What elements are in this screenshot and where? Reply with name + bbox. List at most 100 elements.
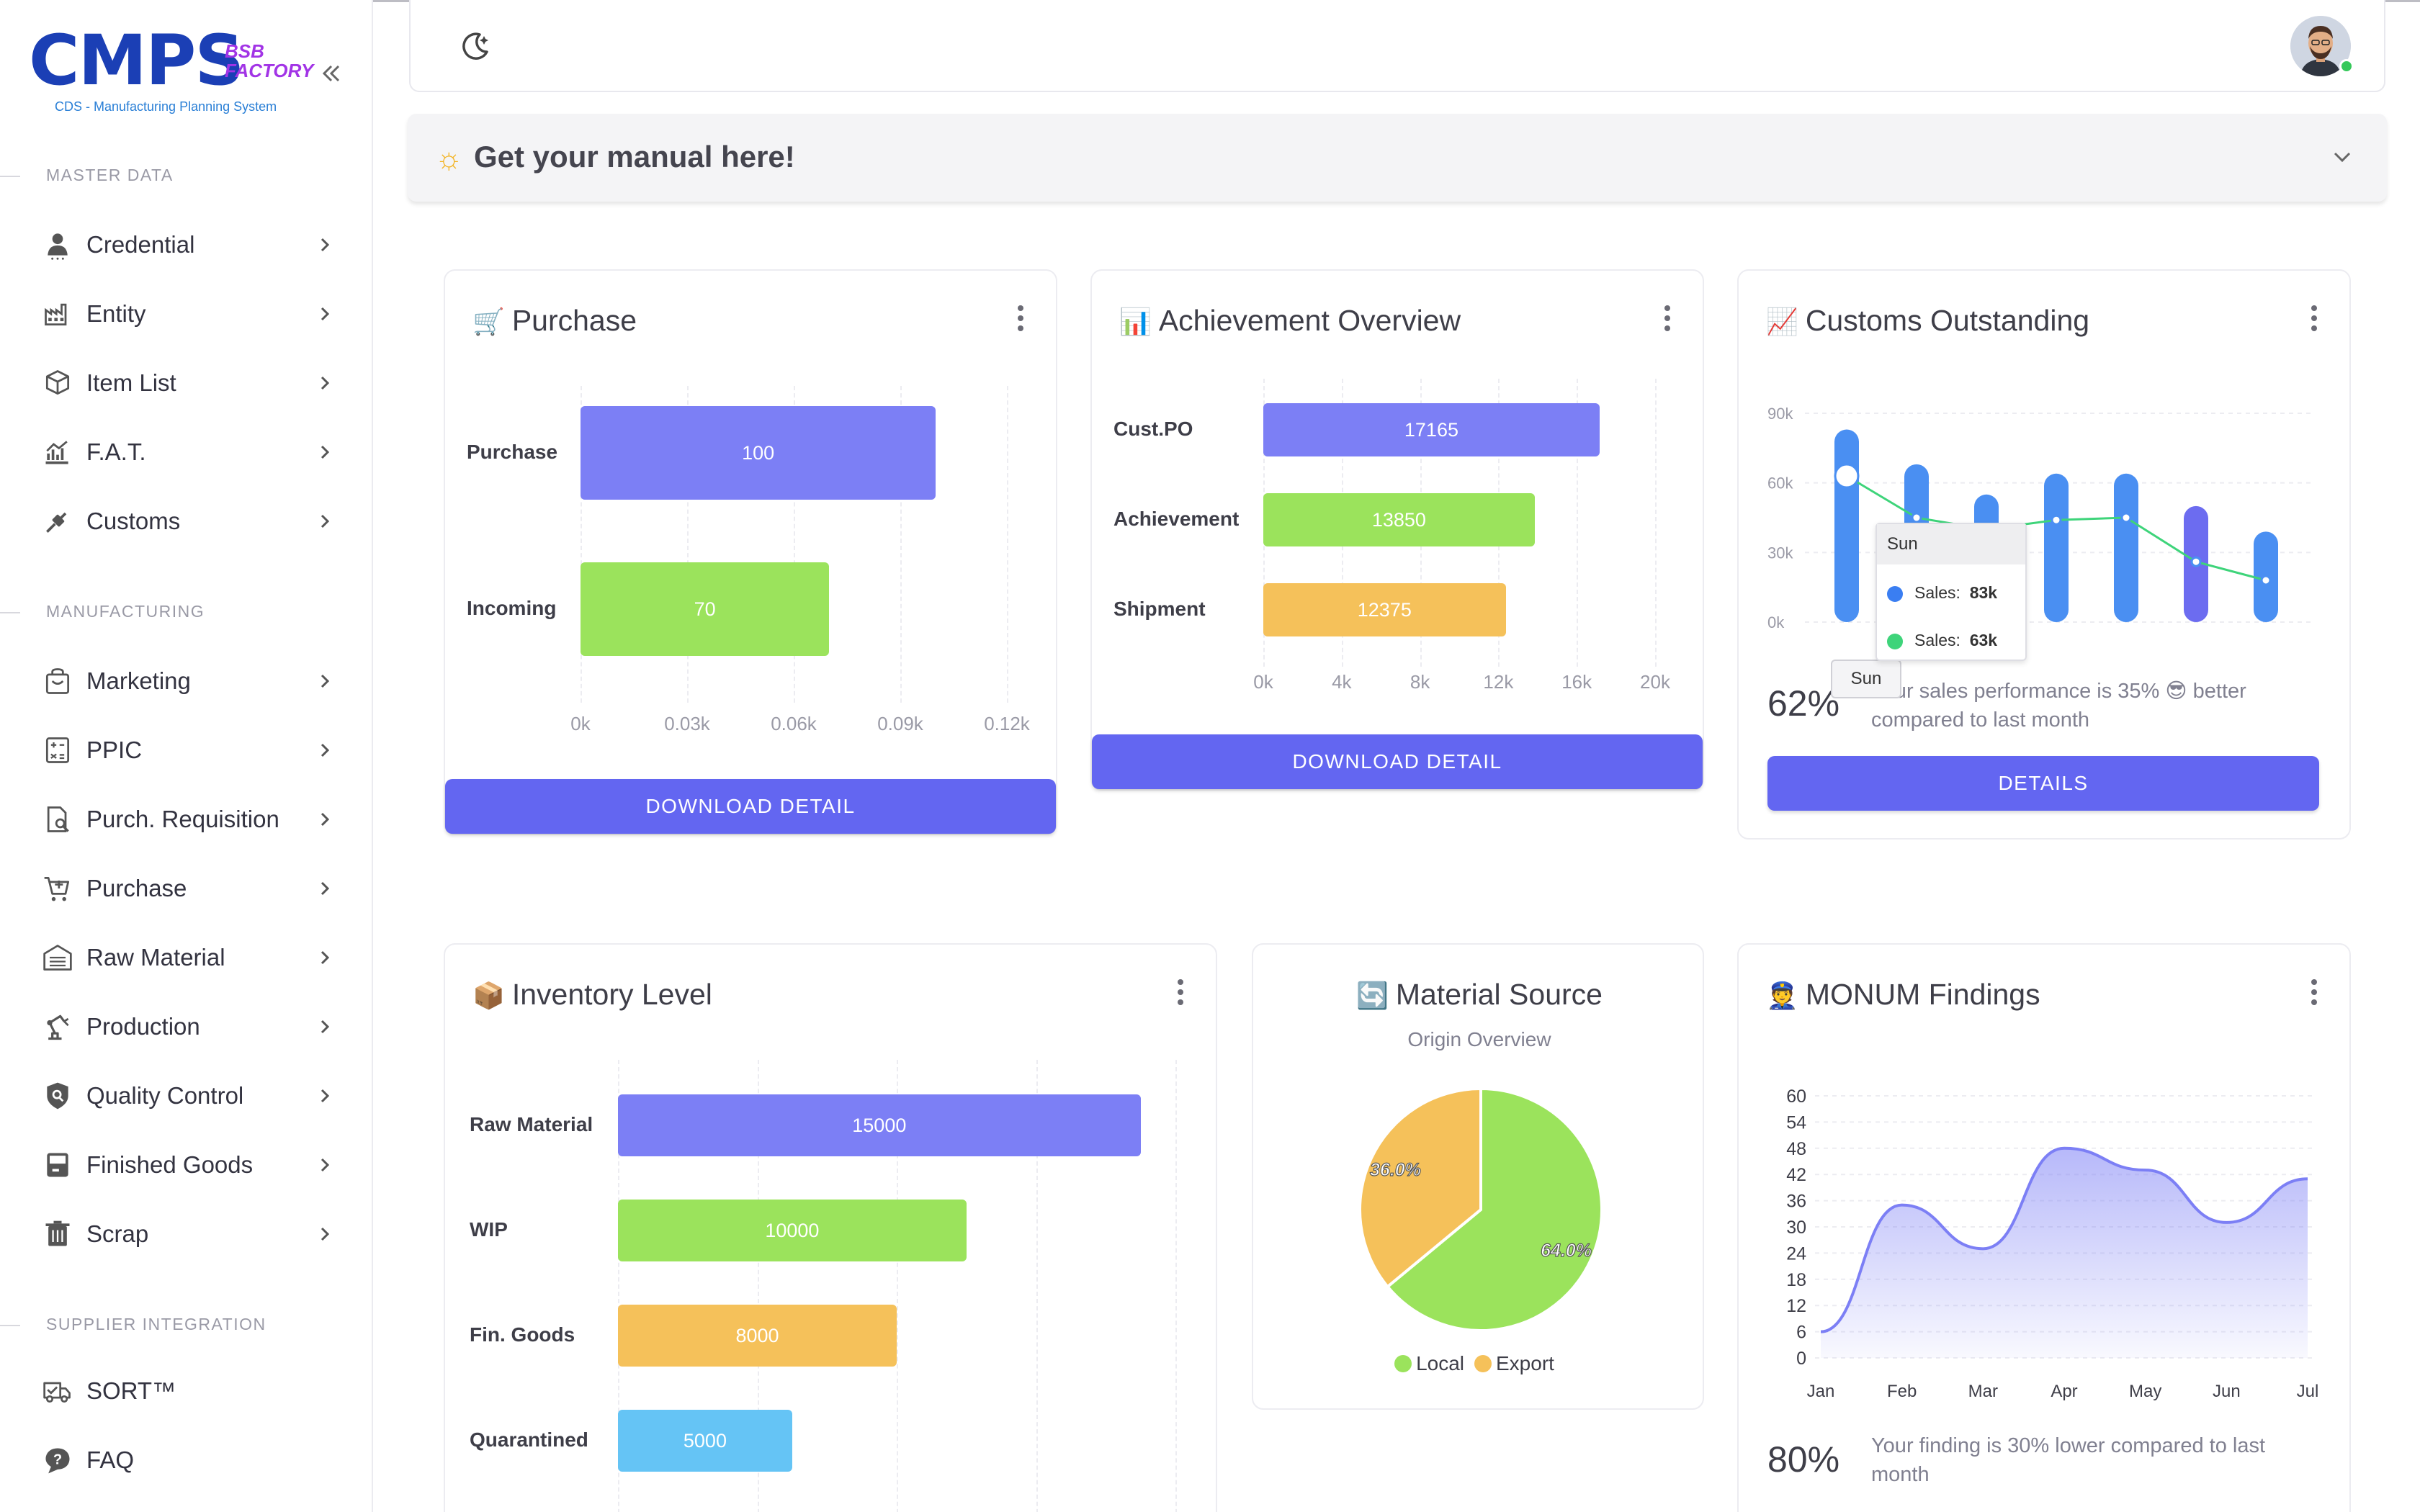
sidebar-item[interactable]: Production bbox=[40, 1005, 336, 1048]
monum-title-text: MONUM Findings bbox=[1805, 978, 2040, 1011]
app-logo[interactable]: CMPS BSB FACTORY CDS - Manufacturing Pla… bbox=[29, 26, 313, 120]
purchase-menu-button[interactable] bbox=[1017, 305, 1024, 334]
sidebar-item[interactable]: Finished Goods bbox=[40, 1143, 336, 1187]
purchase-download-button[interactable]: DOWNLOAD DETAIL bbox=[445, 779, 1056, 834]
chevron-right-icon bbox=[321, 514, 330, 528]
theme-toggle-button[interactable] bbox=[458, 29, 493, 63]
purchase-card: 🛒 Purchase 0k 0.03k 0.06k 0.09k 0.12k Purchase… bbox=[444, 269, 1057, 835]
inventory-menu-button[interactable] bbox=[1177, 979, 1184, 1008]
customs-details-button[interactable]: DETAILS bbox=[1767, 756, 2319, 811]
pie-slice[interactable] bbox=[1358, 1086, 1482, 1289]
tooltip-row-value: 83k bbox=[1969, 583, 1998, 602]
chart-up-icon bbox=[40, 435, 75, 469]
y-tick-label: 54 bbox=[1786, 1112, 1806, 1133]
y-tick-label: 0 bbox=[1796, 1349, 1806, 1369]
chevron-right-icon bbox=[321, 1158, 330, 1172]
area-fill bbox=[1821, 1148, 2308, 1358]
top-bar bbox=[409, 0, 2385, 92]
section-divider bbox=[0, 1325, 20, 1326]
cart-emoji-icon: 🛒 bbox=[472, 307, 505, 336]
achievement-menu-button[interactable] bbox=[1664, 305, 1671, 334]
bar[interactable] bbox=[1834, 429, 1859, 622]
line-point[interactable] bbox=[1911, 512, 1922, 523]
line-point[interactable] bbox=[2051, 514, 2062, 526]
customs-menu-button[interactable] bbox=[2311, 305, 2318, 334]
line-point[interactable] bbox=[2190, 556, 2202, 567]
sidebar-item[interactable]: ? FAQ bbox=[40, 1439, 336, 1482]
x-tick-label: 0k bbox=[570, 713, 591, 734]
x-tick-label: 0.06k bbox=[771, 713, 817, 734]
line-point[interactable] bbox=[2260, 575, 2272, 586]
sidebar-item[interactable]: Raw Material bbox=[40, 936, 336, 979]
customs-card-title: 📈 Customs Outstanding bbox=[1766, 304, 2089, 338]
chevron-right-icon bbox=[321, 445, 330, 459]
sidebar-item-label: Purch. Requisition bbox=[86, 806, 279, 832]
sidebar-item[interactable]: Item List bbox=[40, 361, 336, 405]
y-tick-label: 42 bbox=[1786, 1165, 1806, 1185]
material-legend: Local Export bbox=[1253, 1352, 1706, 1375]
bar[interactable]: 70 bbox=[581, 562, 830, 656]
shield-search-icon bbox=[40, 1079, 75, 1113]
bar[interactable]: 100 bbox=[581, 406, 936, 500]
y-tick-label: 60k bbox=[1767, 474, 1793, 492]
bar[interactable]: 15000 bbox=[618, 1094, 1141, 1156]
sidebar-item[interactable]: Credential bbox=[40, 223, 336, 266]
line-point[interactable] bbox=[2120, 512, 2132, 523]
sidebar: CMPS BSB FACTORY CDS - Manufacturing Pla… bbox=[0, 0, 373, 1512]
sidebar-item-label: Item List bbox=[86, 369, 176, 396]
chart-gridline bbox=[618, 1060, 619, 1512]
x-tick-label: 4k bbox=[1332, 671, 1352, 693]
sidebar-item[interactable]: Scrap bbox=[40, 1212, 336, 1256]
category-label: Fin. Goods bbox=[470, 1323, 575, 1346]
category-label: Incoming bbox=[467, 597, 557, 619]
customs-summary: Your sales performance is 35% 😎 better c… bbox=[1871, 680, 2246, 732]
area-line[interactable] bbox=[1820, 1146, 2308, 1333]
legend-dot bbox=[1394, 1355, 1412, 1372]
package-emoji-icon: 📦 bbox=[472, 981, 505, 1010]
sidebar-item[interactable]: Purch. Requisition bbox=[40, 798, 336, 841]
chevron-down-icon[interactable] bbox=[2329, 144, 2355, 170]
plug-icon bbox=[40, 504, 75, 539]
chart-gridline bbox=[897, 1060, 898, 1512]
bar[interactable]: 5000 bbox=[618, 1410, 792, 1472]
pie-slice[interactable] bbox=[1385, 1086, 1603, 1332]
bar[interactable]: 10000 bbox=[618, 1200, 967, 1261]
manual-accordion[interactable]: ☼ Get your manual here! bbox=[408, 114, 2387, 202]
y-tick-label: 30k bbox=[1767, 544, 1793, 562]
sidebar-item[interactable]: Purchase bbox=[40, 867, 336, 910]
sidebar-item[interactable]: Quality Control bbox=[40, 1074, 336, 1117]
legend-item[interactable]: Local bbox=[1394, 1352, 1464, 1374]
cart-icon bbox=[40, 871, 75, 906]
monum-summary: Your finding is 30% lower compared to la… bbox=[1871, 1434, 2266, 1486]
bar[interactable] bbox=[2114, 473, 2138, 622]
sidebar-item-label: F.A.T. bbox=[86, 438, 146, 465]
sidebar-item[interactable]: Marketing bbox=[40, 660, 336, 703]
section-divider bbox=[0, 176, 20, 177]
help-icon: ? bbox=[40, 1443, 75, 1477]
sidebar-item[interactable]: PPIC bbox=[40, 729, 336, 772]
trend-emoji-icon: 📈 bbox=[1766, 307, 1798, 336]
bar[interactable]: 13850 bbox=[1263, 493, 1535, 546]
achievement-chart: 0k 4k 8k 12k 16k 20k Cust.PO 17165 Achievement 13… bbox=[1092, 379, 1706, 717]
sidebar-item[interactable]: Entity bbox=[40, 292, 336, 336]
achievement-download-button[interactable]: DOWNLOAD DETAIL bbox=[1092, 734, 1703, 789]
tooltip-axis-label: Sun bbox=[1850, 669, 1882, 688]
sidebar-item[interactable]: F.A.T. bbox=[40, 431, 336, 474]
logo-badge-line1: BSB bbox=[225, 40, 264, 62]
collapse-sidebar-button[interactable] bbox=[317, 59, 346, 88]
sidebar-item[interactable]: SORT™ bbox=[40, 1369, 336, 1413]
bar[interactable]: 8000 bbox=[618, 1305, 897, 1367]
legend-item[interactable]: Export bbox=[1474, 1352, 1554, 1374]
sidebar-item[interactable]: Customs bbox=[40, 500, 336, 543]
bar[interactable] bbox=[2044, 473, 2069, 622]
tooltip-row-value: 63k bbox=[1969, 631, 1998, 649]
line-point[interactable] bbox=[1834, 463, 1860, 489]
bar[interactable]: 12375 bbox=[1263, 583, 1506, 636]
bar[interactable]: 17165 bbox=[1263, 403, 1600, 456]
chart-gridline bbox=[757, 1060, 759, 1512]
logo-badge-line2: FACTORY bbox=[225, 60, 314, 82]
monum-menu-button[interactable] bbox=[2311, 979, 2318, 1008]
inventory-chart: Raw Material 15000 WIP 10000 Fin. Goods 8000 Q… bbox=[445, 1060, 1219, 1512]
section-divider bbox=[0, 612, 20, 613]
legend-label: Local bbox=[1416, 1352, 1464, 1374]
